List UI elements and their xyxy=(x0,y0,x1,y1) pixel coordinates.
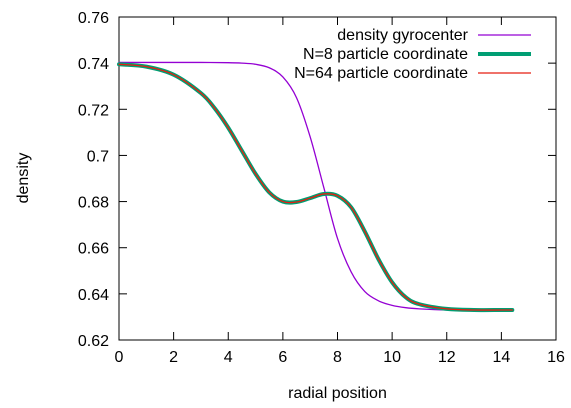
x-tick-label: 10 xyxy=(383,349,401,366)
y-tick-label: 0.68 xyxy=(78,195,109,212)
ticks-layer: 0 2 4 6 8 10 12 14 16 0.62 0.64 0.66 0.68 0.7 0.72 0.74… xyxy=(78,10,565,366)
x-tick-label: 0 xyxy=(115,349,124,366)
y-tick-label: 0.62 xyxy=(78,333,109,350)
legend-label: N=64 particle coordinate xyxy=(294,65,468,82)
x-tick-label: 16 xyxy=(547,349,565,366)
x-tick-label: 8 xyxy=(333,349,342,366)
y-tick-label: 0.7 xyxy=(87,148,109,165)
x-tick-label: 4 xyxy=(224,349,233,366)
y-tick-label: 0.66 xyxy=(78,241,109,258)
x-tick-label: 2 xyxy=(169,349,178,366)
series-line-n-8-particle-coordinate xyxy=(117,62,515,313)
x-axis-label: radial position xyxy=(288,385,387,402)
x-tick-label: 12 xyxy=(438,349,456,366)
y-tick-label: 0.76 xyxy=(78,10,109,27)
y-tick-label: 0.74 xyxy=(78,56,109,73)
legend-label: N=8 particle coordinate xyxy=(303,46,468,63)
series-line-n-64-particle-coordinate xyxy=(118,63,513,311)
legend-label: density gyrocenter xyxy=(337,27,468,44)
y-axis-label: density xyxy=(15,153,32,204)
y-tick-label: 0.72 xyxy=(78,102,109,119)
series-layer xyxy=(117,61,515,313)
legend: density gyrocenter N=8 particle coordinat… xyxy=(294,27,531,82)
x-tick-label: 6 xyxy=(278,349,287,366)
series-line-density-gyrocenter xyxy=(118,61,513,311)
x-tick-label: 14 xyxy=(492,349,510,366)
y-tick-label: 0.64 xyxy=(78,287,109,304)
